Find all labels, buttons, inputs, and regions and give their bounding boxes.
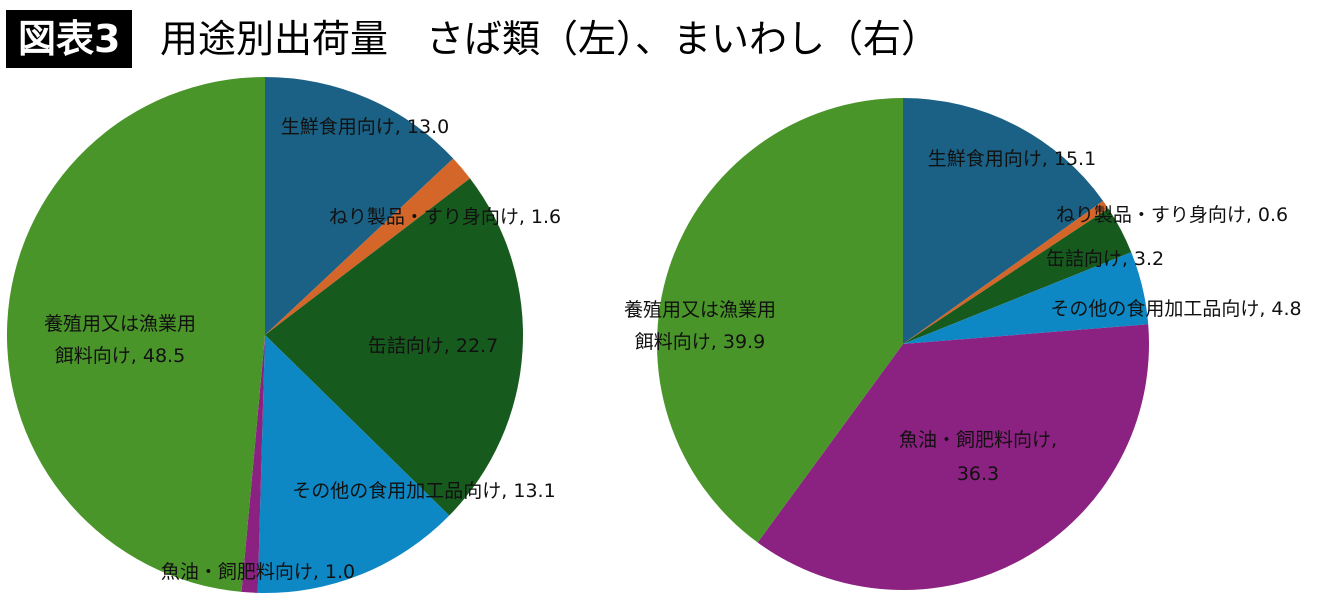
pie-chart-saba: 生鮮食用向け, 13.0 ねり製品・すり身向け, 1.6 缶詰向け, 22.7 その他…	[6, 77, 561, 594]
pie-slice-feed	[656, 97, 903, 543]
pie-slice-fish_oil	[757, 324, 1150, 591]
pie-label-fish_oil: 魚油・飼肥料向け,	[899, 429, 1057, 451]
pie-label-fresh: 生鮮食用向け, 13.0	[281, 116, 449, 138]
pie-label-feed: 餌料向け, 39.9	[635, 331, 765, 353]
pie-label-fish_oil: 36.3	[957, 463, 999, 485]
chart-title: 用途別出荷量 さば類（左）、まいわし（右）	[160, 17, 940, 61]
pie-label-other_processed: その他の食用加工品向け, 13.1	[292, 480, 555, 502]
pie-slice-nerimono	[265, 158, 470, 335]
pie-label-canned: 缶詰向け, 3.2	[1046, 248, 1164, 270]
pie-label-canned: 缶詰向け, 22.7	[368, 335, 498, 357]
pie-label-feed: 養殖用又は漁業用	[624, 299, 776, 321]
pie-slice-canned	[265, 178, 523, 516]
pie-label-nerimono: ねり製品・すり身向け, 1.6	[329, 206, 561, 228]
pie-chart-maiwashi: 生鮮食用向け, 15.1 ねり製品・すり身向け, 0.6 缶詰向け, 3.2 その他の…	[624, 97, 1302, 591]
pie-label-nerimono: ねり製品・すり身向け, 0.6	[1056, 204, 1288, 226]
chart-header: 図表3 用途別出荷量 さば類（左）、まいわし（右）	[0, 0, 1340, 80]
figure-number-badge: 図表3	[6, 10, 133, 68]
pie-label-other_processed: その他の食用加工品向け, 4.8	[1050, 298, 1301, 320]
pie-slice-fish_oil	[241, 335, 265, 593]
pie-label-fresh: 生鮮食用向け, 15.1	[928, 148, 1096, 170]
pie-slice-other_processed	[257, 335, 450, 594]
pie-slice-fresh	[903, 98, 1104, 344]
pie-slice-other_processed	[903, 252, 1149, 344]
pie-slice-nerimono	[903, 200, 1109, 344]
pie-label-feed: 養殖用又は漁業用	[44, 313, 196, 335]
pie-slice-fresh	[265, 77, 454, 335]
pie-label-feed: 餌料向け, 48.5	[55, 345, 185, 367]
pie-label-fish_oil: 魚油・飼肥料向け, 1.0	[161, 561, 355, 583]
pie-slice-canned	[903, 208, 1132, 344]
pie-slice-feed	[6, 77, 265, 592]
